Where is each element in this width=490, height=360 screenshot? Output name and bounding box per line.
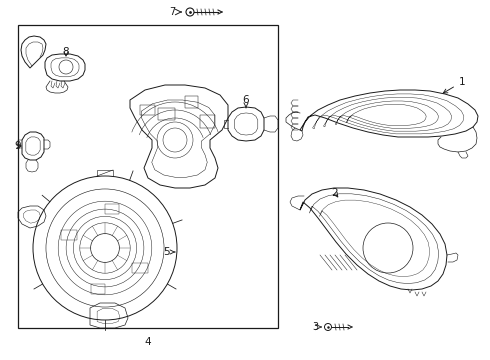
Text: 1: 1 (443, 77, 465, 93)
Text: 3: 3 (312, 322, 318, 332)
Text: 6: 6 (243, 95, 249, 108)
Text: 5: 5 (163, 247, 175, 257)
Text: 4: 4 (145, 337, 151, 347)
Text: 9: 9 (15, 141, 21, 151)
Text: 2: 2 (332, 188, 338, 198)
Text: 8: 8 (63, 47, 69, 57)
Text: 7: 7 (169, 7, 175, 17)
